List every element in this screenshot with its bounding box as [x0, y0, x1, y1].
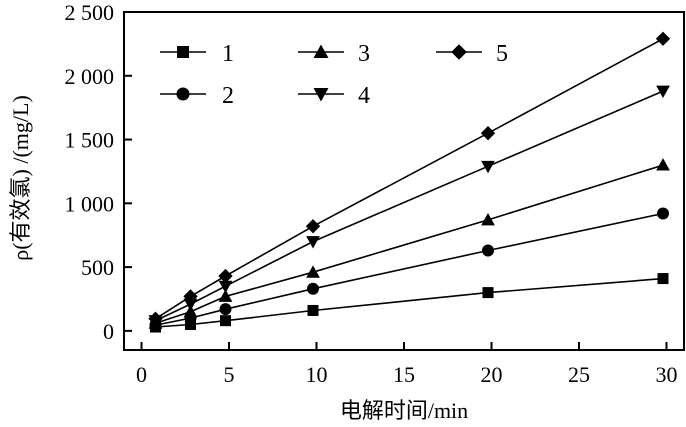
data-point [481, 160, 495, 174]
data-point [482, 244, 494, 257]
y-tick-label: 0 [103, 319, 114, 344]
x-tick-label: 5 [224, 362, 235, 387]
data-point [220, 315, 231, 327]
series-4 [148, 85, 670, 328]
data-point [219, 303, 232, 316]
plot-frame [123, 11, 685, 351]
legend-label: 4 [358, 83, 370, 109]
legend-marker [451, 44, 467, 60]
y-tick-label: 2 500 [65, 0, 115, 25]
data-point [480, 126, 496, 141]
series-2 [149, 207, 669, 332]
legend-item: 4 [298, 83, 370, 109]
legend-item: 2 [160, 83, 234, 109]
data-point [656, 158, 670, 171]
x-axis-title: 电解时间/min [340, 398, 468, 423]
data-point [218, 280, 233, 294]
data-point [307, 282, 319, 295]
x-tick-label: 10 [306, 362, 328, 387]
data-point [148, 311, 163, 326]
legend-label: 2 [222, 83, 234, 109]
series-3 [148, 158, 670, 329]
data-point [306, 236, 320, 249]
y-tick-label: 1 000 [65, 191, 115, 216]
legend-marker [177, 46, 189, 58]
series-line [155, 90, 664, 322]
y-axis-title: ρ(有效氯) /(mg/L) [8, 95, 33, 261]
data-point [183, 289, 198, 304]
data-point [655, 31, 671, 46]
data-point [306, 265, 320, 278]
data-point [185, 318, 196, 330]
x-tick-label: 15 [393, 362, 415, 387]
legend-label: 5 [496, 41, 508, 67]
data-point [218, 268, 233, 284]
legend-marker [313, 88, 329, 102]
series-5 [148, 31, 671, 326]
data-point [307, 304, 319, 316]
legend-item: 1 [160, 41, 234, 67]
series-line [155, 277, 664, 328]
series-line [155, 38, 664, 320]
data-point [481, 213, 495, 226]
plot-area: 0 5 10 15 20 25 30 0 500 1 000 1 500 2 000 2 500 1 3 5 2… [65, 0, 685, 387]
series-line [155, 212, 664, 326]
data-point [657, 273, 669, 285]
x-tick-label: 25 [568, 362, 590, 387]
y-tick-label: 1 500 [65, 128, 115, 153]
legend-marker [313, 44, 329, 58]
legend-marker [176, 87, 190, 101]
data-point [657, 207, 669, 220]
data-point [218, 289, 233, 302]
series-line [155, 164, 664, 324]
data-point [482, 287, 494, 299]
data-point [183, 304, 198, 318]
y-tick-label: 2 000 [65, 64, 115, 89]
y-tick-label: 500 [81, 255, 114, 280]
legend-item: 3 [298, 41, 370, 67]
legend-item: 5 [436, 41, 508, 67]
data-point [183, 298, 198, 311]
x-tick-label: 30 [656, 362, 678, 387]
legend-label: 3 [358, 41, 370, 67]
data-point [656, 85, 670, 98]
data-point [305, 219, 321, 234]
x-tick-label: 0 [136, 362, 147, 387]
legend-label: 1 [222, 41, 234, 67]
x-tick-label: 20 [481, 362, 503, 387]
legend: 1 3 5 2 4 [160, 41, 508, 109]
